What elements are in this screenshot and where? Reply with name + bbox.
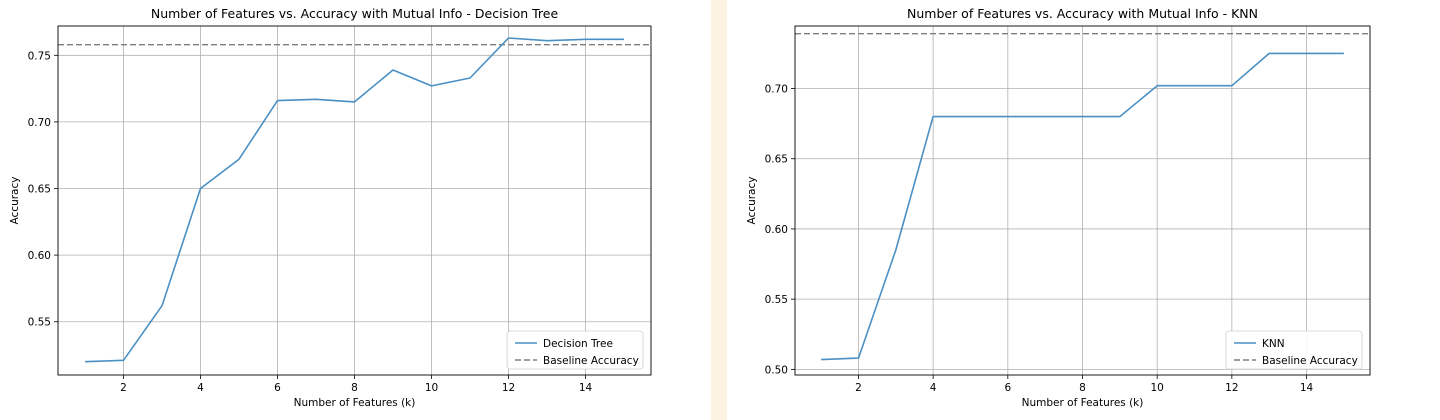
y-axis-label: Accuracy (746, 177, 758, 225)
series-line-decision-tree (84, 37, 624, 363)
chart-panel-knn: Number of Features vs. Accuracy with Mut… (727, 0, 1440, 420)
x-tick-label: 14 (1300, 382, 1314, 394)
chart-panel-decision-tree: Number of Features vs. Accuracy with Mut… (0, 0, 711, 420)
series-line-knn (821, 52, 1344, 361)
axes-frame (57, 25, 652, 376)
chart-decision-tree: Number of Features vs. Accuracy with Mut… (9, 6, 652, 409)
y-tick-label: 0.75 (28, 50, 51, 62)
legend-box (1225, 330, 1363, 370)
legend-label-series: KNN (1262, 338, 1285, 350)
x-tick-label: 12 (1225, 382, 1238, 394)
x-tick-label: 4 (930, 382, 937, 394)
x-tick-label: 6 (274, 382, 281, 394)
y-tick-label: 0.70 (765, 83, 788, 95)
chart-title: Number of Features vs. Accuracy with Mut… (907, 6, 1258, 21)
legend-label-baseline: Baseline Accuracy (1262, 355, 1358, 367)
x-axis-label: Number of Features (k) (1022, 397, 1144, 409)
y-tick-label: 0.65 (28, 184, 51, 196)
y-tick-label: 0.55 (28, 317, 51, 329)
x-tick-label: 12 (502, 382, 515, 394)
legend-label-baseline: Baseline Accuracy (543, 355, 639, 367)
y-tick-label: 0.50 (765, 364, 788, 376)
y-axis-label: Accuracy (9, 177, 21, 225)
legend-label-series: Decision Tree (543, 338, 613, 350)
x-tick-label: 6 (1004, 382, 1011, 394)
x-tick-label: 10 (425, 382, 438, 394)
x-tick-label: 8 (351, 382, 358, 394)
y-tick-label: 0.60 (765, 224, 788, 236)
x-tick-label: 8 (1079, 382, 1086, 394)
x-tick-label: 2 (855, 382, 862, 394)
x-tick-label: 10 (1150, 382, 1163, 394)
axes-frame (794, 25, 1371, 376)
chart-knn: Number of Features vs. Accuracy with Mut… (746, 6, 1371, 409)
x-tick-label: 2 (120, 382, 127, 394)
x-axis-label: Number of Features (k) (294, 397, 416, 409)
y-tick-label: 0.60 (28, 250, 51, 262)
x-tick-label: 4 (197, 382, 204, 394)
y-tick-label: 0.65 (765, 154, 788, 166)
legend-box (506, 330, 644, 370)
x-tick-label: 14 (579, 382, 593, 394)
y-tick-label: 0.55 (765, 294, 788, 306)
y-tick-label: 0.70 (28, 117, 51, 129)
chart-title: Number of Features vs. Accuracy with Mut… (151, 6, 559, 21)
